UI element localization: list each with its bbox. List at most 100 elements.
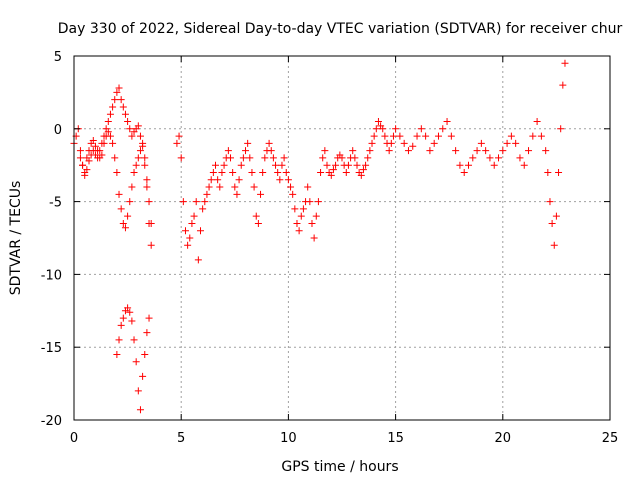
data-point <box>98 139 106 147</box>
data-point <box>289 190 297 198</box>
data-point <box>381 132 389 140</box>
data-point <box>136 132 144 140</box>
data-point <box>392 125 400 133</box>
y-tick-label: -5 <box>49 196 62 211</box>
data-point <box>499 147 507 155</box>
data-point <box>276 176 284 184</box>
x-tick-label: 10 <box>280 431 297 446</box>
data-point <box>379 125 387 133</box>
data-point <box>439 125 447 133</box>
data-point <box>218 168 226 176</box>
data-point <box>239 154 247 162</box>
data-point <box>321 147 329 155</box>
data-point <box>297 212 305 220</box>
data-point <box>278 161 286 169</box>
data-point <box>100 132 108 140</box>
data-point <box>104 118 112 126</box>
data-point <box>141 154 149 162</box>
data-point <box>237 161 245 169</box>
data-point <box>109 139 117 147</box>
data-point <box>267 147 275 155</box>
data-point <box>229 168 237 176</box>
data-point <box>368 139 376 147</box>
data-point <box>349 147 357 155</box>
data-point <box>109 103 117 111</box>
data-point <box>520 161 528 169</box>
data-point <box>282 168 290 176</box>
data-point <box>145 198 153 206</box>
data-point <box>134 387 142 395</box>
data-point <box>533 118 541 126</box>
data-point <box>525 147 533 155</box>
data-point <box>364 154 372 162</box>
data-point <box>274 168 282 176</box>
data-point <box>111 154 119 162</box>
data-point <box>143 183 151 191</box>
data-point <box>512 139 520 147</box>
data-point <box>327 171 335 179</box>
data-point <box>231 183 239 191</box>
data-point <box>359 166 367 174</box>
data-point <box>220 161 228 169</box>
data-point <box>252 212 260 220</box>
data-point <box>409 142 417 150</box>
data-point <box>216 183 224 191</box>
data-point <box>272 161 280 169</box>
data-point <box>559 81 567 89</box>
data-point <box>546 198 554 206</box>
data-point <box>212 161 220 169</box>
data-point <box>544 168 552 176</box>
data-point <box>319 154 327 162</box>
data-point <box>552 212 560 220</box>
data-point <box>353 161 361 169</box>
data-point <box>199 205 207 213</box>
data-point <box>203 190 211 198</box>
data-point <box>342 168 350 176</box>
data-point <box>417 125 425 133</box>
data-point <box>106 110 114 118</box>
data-point <box>76 147 84 155</box>
data-points <box>70 59 569 414</box>
data-point <box>287 183 295 191</box>
data-point <box>83 166 91 174</box>
data-point <box>104 128 112 136</box>
y-tick-label: 0 <box>54 123 62 138</box>
data-point <box>175 132 183 140</box>
data-point <box>550 241 558 249</box>
data-point <box>372 125 380 133</box>
data-point <box>561 59 569 67</box>
data-point <box>96 147 104 155</box>
data-point <box>128 183 136 191</box>
data-point <box>205 183 213 191</box>
data-point <box>323 161 331 169</box>
x-axis-label: GPS time / hours <box>281 459 398 475</box>
data-point <box>130 336 138 344</box>
data-point <box>89 136 97 144</box>
y-tick-label: -15 <box>41 341 62 356</box>
data-point <box>555 168 563 176</box>
data-point <box>143 176 151 184</box>
data-point <box>308 219 316 227</box>
data-point <box>141 161 149 169</box>
data-point <box>299 205 307 213</box>
data-point <box>235 176 243 184</box>
data-point <box>79 161 87 169</box>
data-point <box>145 314 153 322</box>
data-point <box>89 147 97 155</box>
data-point <box>291 205 299 213</box>
data-point <box>477 139 485 147</box>
data-point <box>126 198 134 206</box>
data-point <box>227 154 235 162</box>
x-tick-label: 15 <box>387 431 404 446</box>
data-point <box>516 154 524 162</box>
data-point <box>542 147 550 155</box>
data-point <box>143 329 151 337</box>
data-point <box>134 122 142 130</box>
data-point <box>233 190 241 198</box>
data-point <box>312 212 320 220</box>
data-point <box>201 198 209 206</box>
data-point <box>259 168 267 176</box>
data-point <box>85 157 93 165</box>
